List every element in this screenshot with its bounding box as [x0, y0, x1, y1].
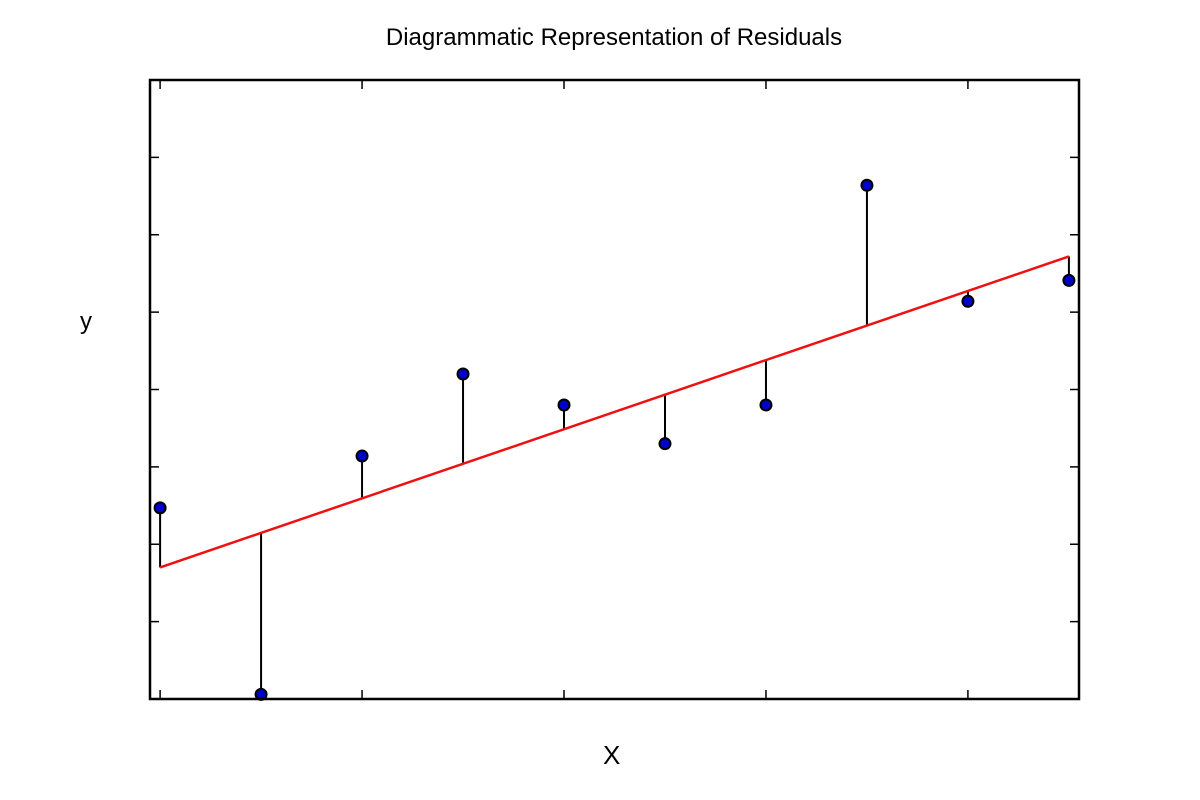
regression-line — [159, 255, 1070, 569]
chart-title: Diagrammatic Representation of Residuals — [385, 24, 843, 51]
data-point-5 — [658, 437, 672, 451]
x-axis-label: X — [603, 740, 621, 770]
data-point-9 — [1062, 273, 1076, 287]
plot-frame — [148, 78, 1081, 701]
data-point-7 — [860, 178, 874, 192]
data-point-8 — [961, 294, 975, 308]
data-points — [153, 178, 1076, 701]
data-point-4 — [557, 398, 571, 412]
data-point-0 — [153, 501, 167, 515]
data-point-3 — [456, 367, 470, 381]
regression-line-group — [159, 255, 1070, 569]
data-point-6 — [759, 398, 773, 412]
data-point-2 — [355, 449, 369, 463]
axis-ticks — [150, 80, 1079, 699]
y-axis-label: y — [80, 308, 92, 335]
residual-lines — [159, 185, 1070, 695]
